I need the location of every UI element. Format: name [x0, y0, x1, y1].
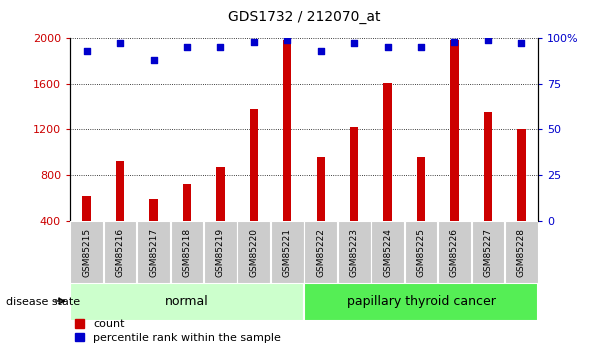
Point: [81, 48, 91, 53]
Text: GSM85215: GSM85215: [82, 228, 91, 277]
Point: [483, 37, 493, 42]
Point: [115, 41, 125, 46]
Text: GSM85224: GSM85224: [383, 228, 392, 277]
Bar: [371, 221, 404, 283]
Text: normal: normal: [165, 295, 209, 308]
Point: [517, 41, 527, 46]
Bar: [171, 221, 203, 283]
Bar: [384, 82, 392, 267]
Bar: [204, 221, 237, 283]
Bar: [238, 221, 270, 283]
Text: GSM85221: GSM85221: [283, 228, 292, 277]
Bar: [472, 221, 504, 283]
Bar: [83, 196, 91, 267]
Bar: [216, 167, 224, 267]
Point: [282, 37, 292, 42]
Text: papillary thyroid cancer: papillary thyroid cancer: [347, 295, 496, 308]
Bar: [505, 221, 537, 283]
Text: GSM85225: GSM85225: [416, 228, 426, 277]
Bar: [70, 283, 304, 321]
Bar: [150, 199, 157, 267]
Text: GSM85218: GSM85218: [182, 228, 192, 277]
Bar: [338, 221, 370, 283]
Point: [148, 57, 158, 63]
Point: [349, 41, 359, 46]
Bar: [517, 129, 525, 267]
Text: GSM85223: GSM85223: [350, 228, 359, 277]
Bar: [417, 157, 425, 267]
Point: [182, 44, 192, 50]
Bar: [104, 221, 136, 283]
Bar: [317, 157, 325, 267]
Legend: count, percentile rank within the sample: count, percentile rank within the sample: [75, 319, 281, 343]
Point: [316, 48, 326, 53]
Bar: [271, 221, 303, 283]
Point: [416, 44, 426, 50]
Text: GDS1732 / 212070_at: GDS1732 / 212070_at: [228, 10, 380, 24]
Text: GSM85217: GSM85217: [149, 228, 158, 277]
Text: GSM85216: GSM85216: [116, 228, 125, 277]
Bar: [183, 184, 191, 267]
Text: GSM85227: GSM85227: [483, 228, 492, 277]
Text: GSM85222: GSM85222: [316, 228, 325, 277]
Point: [215, 44, 225, 50]
Bar: [283, 40, 291, 267]
Bar: [116, 161, 124, 267]
Point: [449, 39, 460, 45]
Point: [383, 44, 393, 50]
Text: GSM85226: GSM85226: [450, 228, 459, 277]
Bar: [484, 112, 492, 267]
Text: disease state: disease state: [6, 297, 80, 307]
Bar: [304, 283, 538, 321]
Bar: [137, 221, 170, 283]
Bar: [405, 221, 437, 283]
Bar: [250, 109, 258, 267]
Bar: [350, 127, 358, 267]
Bar: [305, 221, 337, 283]
Point: [249, 39, 259, 45]
Bar: [71, 221, 103, 283]
Bar: [451, 40, 458, 267]
Text: GSM85219: GSM85219: [216, 228, 225, 277]
Bar: [438, 221, 471, 283]
Text: GSM85220: GSM85220: [249, 228, 258, 277]
Text: GSM85228: GSM85228: [517, 228, 526, 277]
